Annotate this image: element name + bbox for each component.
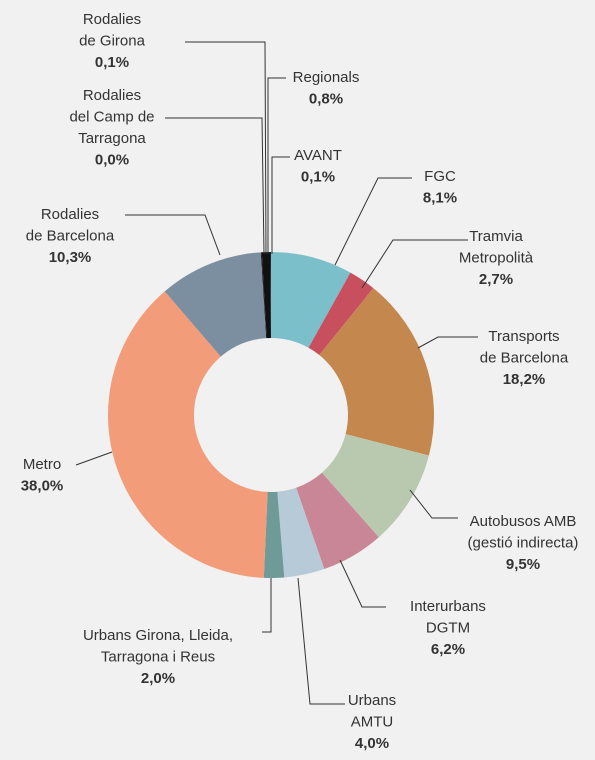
slice-label: de Girona <box>79 32 146 49</box>
value-label: 0,1% <box>301 168 335 185</box>
donut-segment <box>321 434 429 538</box>
slice-label: Metro <box>23 456 61 473</box>
value-label: 0,0% <box>95 151 129 168</box>
slice-label: de Barcelona <box>480 349 569 366</box>
slice-label: Rodalies <box>83 11 141 28</box>
leader-line <box>75 451 113 466</box>
slice-label: del Camp de <box>69 108 154 125</box>
donut-segment <box>269 252 271 339</box>
slice-label: (gestió indirecta) <box>468 534 579 551</box>
slice-label: Rodalies <box>83 87 141 104</box>
leader-line <box>262 578 272 633</box>
value-label: 8,1% <box>423 189 457 206</box>
value-label: 38,0% <box>21 477 64 494</box>
leader-line <box>417 336 478 349</box>
slice-label: de Barcelona <box>26 227 115 244</box>
donut-segment <box>319 288 434 456</box>
donut-segment <box>271 252 351 348</box>
value-label: 2,0% <box>141 670 175 687</box>
slice-label: Urbans Girona, Lleida, <box>83 627 233 644</box>
donut-segment <box>260 252 267 339</box>
leader-line <box>185 41 267 255</box>
value-label: 2,7% <box>479 271 513 288</box>
leader-line <box>297 577 345 705</box>
leader-line <box>267 77 286 254</box>
slice-label: Rodalies <box>41 206 99 223</box>
slice-label: DGTM <box>426 619 470 636</box>
slice-label: Urbans <box>348 692 396 709</box>
value-label: 6,2% <box>431 641 465 658</box>
donut-segment <box>261 252 271 339</box>
value-label: 18,2% <box>503 371 546 388</box>
value-label: 4,0% <box>355 735 389 752</box>
slice-label: Autobusos AMB <box>470 513 577 530</box>
slice-label: Tramvia <box>469 228 523 245</box>
slice-label: AVANT <box>294 147 342 164</box>
slice-label: Metropolità <box>459 249 534 266</box>
donut-segment <box>108 291 268 578</box>
slice-label: Regionals <box>293 69 360 86</box>
value-label: 0,1% <box>95 54 129 71</box>
donut-segment <box>277 487 325 578</box>
value-label: 9,5% <box>506 556 540 573</box>
leader-line <box>271 156 290 254</box>
donut-segment <box>164 252 267 357</box>
slice-label: Tarragona <box>78 130 146 147</box>
donut-segment <box>263 491 285 578</box>
slice-label: Transports <box>488 328 559 345</box>
leader-line <box>409 489 458 519</box>
slice-label: FGC <box>424 168 456 185</box>
slice-label: AMTU <box>351 713 394 730</box>
leader-line <box>165 117 265 255</box>
donut-segment <box>308 272 374 356</box>
leader-line <box>125 214 221 256</box>
slice-label: Tarragona i Reus <box>101 648 215 665</box>
slice-label: Interurbans <box>410 598 486 615</box>
leader-line <box>334 177 412 266</box>
value-label: 10,3% <box>49 249 92 266</box>
value-label: 0,8% <box>309 90 343 107</box>
leader-line <box>361 239 468 289</box>
donut-segment <box>296 472 379 570</box>
leader-line <box>339 559 386 608</box>
